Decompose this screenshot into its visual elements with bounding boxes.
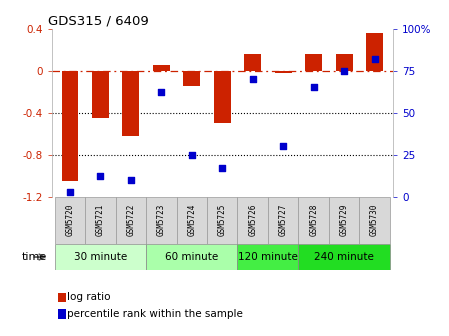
Bar — [238, 244, 299, 270]
Text: 30 minute: 30 minute — [74, 252, 127, 262]
Point — [127, 177, 134, 182]
Bar — [214, 71, 231, 123]
Bar — [176, 197, 207, 244]
Bar — [146, 244, 238, 270]
Text: GSM5724: GSM5724 — [187, 204, 196, 236]
Point — [66, 189, 74, 194]
Point — [219, 165, 226, 171]
Bar — [153, 65, 170, 71]
Text: GSM5725: GSM5725 — [218, 204, 227, 236]
Bar — [85, 197, 116, 244]
Bar — [238, 197, 268, 244]
Bar — [62, 71, 78, 181]
Bar — [329, 197, 359, 244]
Bar — [183, 71, 200, 86]
Bar — [92, 71, 109, 118]
Text: GSM5722: GSM5722 — [126, 204, 135, 236]
Point — [371, 56, 378, 61]
Bar — [244, 54, 261, 71]
Bar — [55, 244, 146, 270]
Point — [249, 76, 256, 82]
Point — [280, 143, 287, 149]
Bar — [55, 197, 85, 244]
Text: log ratio: log ratio — [67, 292, 111, 302]
Text: GSM5729: GSM5729 — [339, 204, 348, 236]
Bar — [299, 244, 390, 270]
Bar — [207, 197, 238, 244]
Bar — [146, 197, 176, 244]
Text: time: time — [22, 252, 47, 262]
Text: GSM5723: GSM5723 — [157, 204, 166, 236]
Bar — [299, 197, 329, 244]
Text: GDS315 / 6409: GDS315 / 6409 — [48, 14, 149, 28]
Bar — [123, 71, 139, 136]
Text: GSM5726: GSM5726 — [248, 204, 257, 236]
Bar — [366, 33, 383, 71]
Text: percentile rank within the sample: percentile rank within the sample — [67, 309, 243, 319]
Point — [158, 90, 165, 95]
Point — [97, 174, 104, 179]
Text: 240 minute: 240 minute — [314, 252, 374, 262]
Bar — [268, 197, 299, 244]
Bar — [359, 197, 390, 244]
Point — [340, 68, 348, 73]
Bar — [336, 54, 352, 71]
Text: 60 minute: 60 minute — [165, 252, 218, 262]
Text: 120 minute: 120 minute — [238, 252, 298, 262]
Text: GSM5721: GSM5721 — [96, 204, 105, 236]
Point — [188, 152, 195, 157]
Bar — [275, 71, 291, 73]
Bar — [305, 54, 322, 71]
Point — [310, 85, 317, 90]
Text: GSM5720: GSM5720 — [66, 204, 75, 236]
Text: GSM5727: GSM5727 — [279, 204, 288, 236]
Text: GSM5728: GSM5728 — [309, 204, 318, 236]
Text: GSM5730: GSM5730 — [370, 204, 379, 236]
Bar — [116, 197, 146, 244]
